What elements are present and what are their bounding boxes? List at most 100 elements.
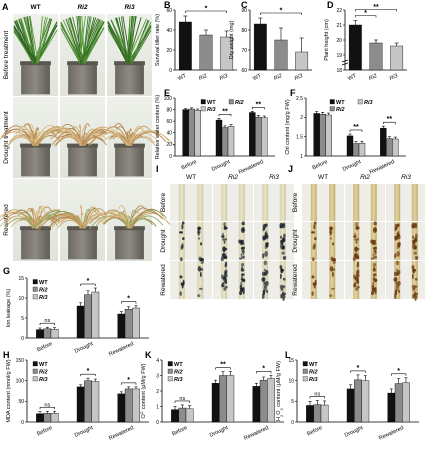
- stain-spot: [279, 225, 283, 229]
- leaf: [35, 17, 48, 64]
- stain-spot: [200, 259, 204, 264]
- stain-spot: [282, 233, 286, 239]
- bar: [313, 113, 320, 157]
- stain-spot: [371, 290, 375, 296]
- leaf: [13, 25, 37, 64]
- x-tick-label: Before: [36, 341, 53, 353]
- y-axis-label: O2- content (μM/g FW): [139, 363, 148, 418]
- leaf: [129, 211, 164, 229]
- stain-spot: [312, 245, 315, 250]
- bar: [380, 127, 387, 157]
- stain-spot: [266, 290, 269, 294]
- leaf: [4, 217, 37, 229]
- leaf: [111, 214, 130, 229]
- legend-swatch: [200, 106, 206, 112]
- stain-spot: [241, 221, 245, 226]
- bar: [36, 329, 44, 339]
- leaf: [8, 136, 34, 146]
- bar: [320, 404, 329, 423]
- photo-background: [213, 222, 253, 260]
- leaf: [55, 218, 82, 229]
- legend-label: Ri2: [39, 370, 48, 376]
- y-tick-label: 20: [166, 142, 172, 148]
- stain-spot: [262, 253, 265, 259]
- stain-spot: [180, 282, 185, 286]
- stain-spot: [393, 293, 397, 300]
- stain-spot: [198, 237, 200, 240]
- bar: [358, 143, 366, 157]
- stain-spot: [261, 293, 265, 300]
- bar: [346, 388, 355, 423]
- photo-background: [386, 222, 425, 260]
- y-axis-label: Ion leakage (%): [6, 289, 12, 328]
- photo-background: [170, 261, 212, 299]
- x-tick-label: Drought: [209, 425, 230, 439]
- pot: [115, 145, 144, 177]
- pot: [21, 145, 50, 177]
- stain-spot: [398, 244, 400, 248]
- legend-swatch: [32, 368, 38, 374]
- photo-background: [170, 184, 212, 221]
- stain-spot: [239, 257, 243, 260]
- dab-stained-leaves-panel: J WT Ri2 Ri3 Before Drought Rewatered: [288, 164, 425, 301]
- y-tick-label: 19: [336, 53, 342, 59]
- bar: [199, 34, 213, 71]
- leaf-blade: [394, 222, 401, 260]
- leaf-blade: [329, 261, 336, 299]
- stain-spot: [221, 283, 224, 288]
- significance-label: ns: [44, 402, 50, 408]
- stain-spot: [241, 228, 244, 232]
- y-tick-label: 2.5: [296, 96, 303, 102]
- stain-spot: [241, 246, 246, 250]
- leaf: [14, 20, 39, 64]
- stain-spot: [414, 256, 419, 259]
- bar: [267, 378, 275, 423]
- leaf-photo: [345, 221, 385, 262]
- leaf: [69, 17, 84, 64]
- stain-spot: [197, 231, 200, 236]
- leaf-photo: [213, 221, 253, 262]
- leaf: [42, 128, 83, 146]
- y-tick-label: 40: [166, 28, 172, 34]
- significance-label: *: [280, 8, 283, 15]
- bar: [178, 407, 187, 423]
- stain-spot: [313, 224, 316, 230]
- stain-spot: [279, 235, 283, 239]
- photo-background: [345, 261, 385, 299]
- stain-spot: [179, 275, 183, 279]
- leaf-blade: [197, 184, 204, 221]
- stain-spot: [179, 291, 182, 296]
- y-tick-label: 2: [300, 115, 303, 121]
- y-tick-label: 2: [156, 389, 159, 395]
- stain-spot: [395, 226, 398, 231]
- stain-spot: [414, 277, 418, 281]
- leaf-photo: [302, 184, 344, 221]
- plant-photo: [0, 97, 83, 178]
- stain-spot: [266, 244, 268, 248]
- bar: [188, 108, 195, 157]
- leaf-blade: [262, 222, 269, 260]
- bar: [132, 307, 140, 339]
- stain-spot: [314, 237, 317, 241]
- significance-label: *: [357, 365, 360, 372]
- y-tick-label: 15: [18, 276, 24, 282]
- photo-background: [170, 222, 212, 260]
- leaf: [130, 15, 134, 64]
- y-tick-label: 60: [166, 8, 172, 14]
- bar: [219, 375, 227, 423]
- stain-spot: [413, 251, 417, 255]
- bar: [76, 305, 85, 339]
- leaf-photo: [254, 222, 294, 261]
- legend-swatch: [32, 286, 38, 292]
- photo-background: [302, 184, 344, 221]
- stain-spot: [372, 277, 376, 281]
- stain-spot: [313, 221, 317, 225]
- stain-spot: [356, 263, 359, 268]
- leaf-photo: [386, 222, 425, 261]
- leaf: [80, 21, 105, 64]
- stain-spot: [353, 235, 357, 238]
- stain-spot: [264, 234, 267, 240]
- leaf: [50, 214, 86, 229]
